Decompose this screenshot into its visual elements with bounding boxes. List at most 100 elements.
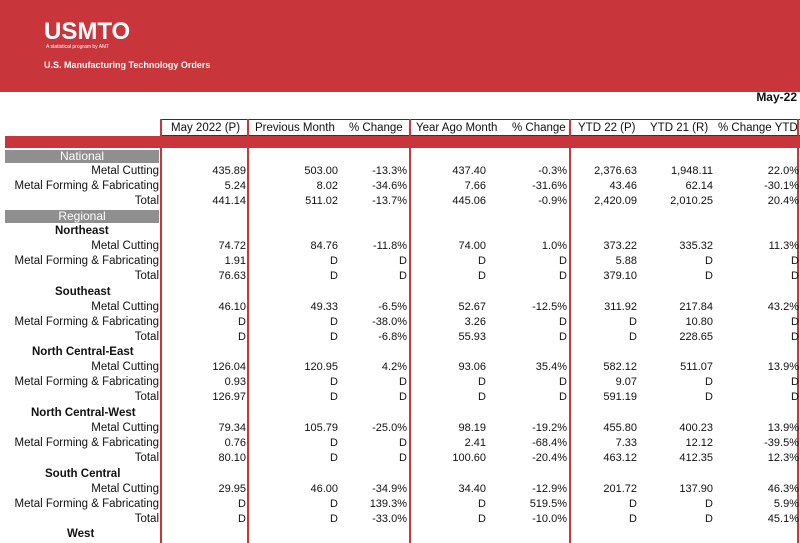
col-header-pct-change-year: % Change bbox=[512, 122, 566, 134]
table-cell: D bbox=[559, 255, 567, 267]
table-cell: 105.79 bbox=[304, 422, 338, 434]
table-cell: 1.91 bbox=[224, 255, 246, 267]
table-row: Metal Forming & Fabricating 1.91 D D D D 5.88 D… bbox=[0, 254, 800, 269]
table-cell: 437.40 bbox=[452, 165, 486, 177]
table-row: Metal Forming & Fabricating D D 139.3% D 519.… bbox=[0, 497, 800, 512]
table-cell: D bbox=[399, 437, 407, 449]
region-southeast: Southeast bbox=[55, 286, 111, 298]
table-cell: 45.1% bbox=[767, 513, 799, 525]
section-national: National bbox=[5, 150, 159, 163]
table-cell: D bbox=[330, 391, 338, 403]
table-cell: 46.00 bbox=[310, 483, 338, 495]
table-cell: 435.89 bbox=[212, 165, 246, 177]
table-cell: 455.80 bbox=[603, 422, 637, 434]
table-cell: D bbox=[330, 255, 338, 267]
table-cell: D bbox=[399, 452, 407, 464]
section-regional: Regional bbox=[5, 210, 159, 223]
table-row: Metal Cutting 126.04 120.95 4.2% 93.06 35.4% 5… bbox=[0, 360, 800, 375]
table-cell: D bbox=[705, 255, 713, 267]
table-cell: 93.06 bbox=[458, 361, 486, 373]
row-label: Total bbox=[134, 195, 159, 207]
table-row: Total 441.14 511.02 -13.7% 445.06 -0.9% 2,420.… bbox=[0, 194, 800, 209]
table-cell: 9.07 bbox=[615, 376, 637, 388]
table-cell: D bbox=[559, 316, 567, 328]
table-cell: D bbox=[705, 513, 713, 525]
table-cell: 139.3% bbox=[369, 498, 407, 510]
table-cell: 0.76 bbox=[224, 437, 246, 449]
table-cell: D bbox=[559, 376, 567, 388]
header-red-bar bbox=[5, 136, 800, 148]
table-cell: 74.00 bbox=[458, 240, 486, 252]
row-label: Total bbox=[134, 331, 159, 343]
table-cell: 55.93 bbox=[458, 331, 486, 343]
table-cell: 201.72 bbox=[603, 483, 637, 495]
table-cell: D bbox=[478, 270, 486, 282]
table-cell: D bbox=[399, 376, 407, 388]
table-cell: 84.76 bbox=[310, 240, 338, 252]
table-cell: D bbox=[399, 255, 407, 267]
table-cell: 5.24 bbox=[224, 180, 246, 192]
table-cell: D bbox=[238, 331, 246, 343]
col-header-may-2022: May 2022 (P) bbox=[171, 122, 241, 134]
row-label: Total bbox=[134, 513, 159, 525]
header-bottom-rule bbox=[160, 135, 800, 136]
table-cell: -11.8% bbox=[372, 240, 407, 252]
table-cell: D bbox=[478, 513, 486, 525]
table-cell: 582.12 bbox=[603, 361, 637, 373]
table-cell: 29.95 bbox=[218, 483, 246, 495]
table-cell: 12.12 bbox=[685, 437, 713, 449]
row-label: Total bbox=[134, 270, 159, 282]
table-cell: 7.33 bbox=[615, 437, 637, 449]
table-cell: 7.66 bbox=[464, 180, 486, 192]
table-cell: 49.33 bbox=[310, 301, 338, 313]
table-cell: D bbox=[330, 270, 338, 282]
table-cell: D bbox=[705, 270, 713, 282]
table-cell: -6.8% bbox=[378, 331, 407, 343]
table-cell: 511.07 bbox=[680, 361, 713, 373]
table-cell: 80.10 bbox=[218, 452, 246, 464]
col-header-year-ago-month: Year Ago Month bbox=[416, 122, 498, 134]
column-header-row: May 2022 (P) Previous Month % Change Yea… bbox=[0, 120, 800, 136]
table-cell: -10.0% bbox=[532, 513, 567, 525]
table-cell: 126.04 bbox=[212, 361, 246, 373]
col-header-ytd-21: YTD 21 (R) bbox=[650, 122, 709, 134]
table-row: Total D D -6.8% 55.93 D D 228.65 D bbox=[0, 330, 800, 345]
table-cell: 311.92 bbox=[604, 301, 637, 313]
table-cell: D bbox=[238, 316, 246, 328]
table-row: Metal Forming & Fabricating 0.76 D D 2.41 -68… bbox=[0, 436, 800, 451]
table-row: Total 126.97 D D D D 591.19 D D bbox=[0, 390, 800, 405]
row-label: Metal Cutting bbox=[91, 483, 159, 495]
table-cell: 2,010.25 bbox=[670, 195, 713, 207]
table-cell: -33.0% bbox=[372, 513, 407, 525]
table-row: Metal Cutting 79.34 105.79 -25.0% 98.19 -19.2… bbox=[0, 421, 800, 436]
report-title: U.S. Manufacturing Technology Orders bbox=[44, 60, 211, 70]
table-cell: D bbox=[330, 316, 338, 328]
table-row: Metal Forming & Fabricating 5.24 8.02 -34.6… bbox=[0, 179, 800, 194]
table-row: Total D D -33.0% D -10.0% D D 45.1% bbox=[0, 512, 800, 527]
header-banner: USMTO A statistical program by AMT U.S. … bbox=[0, 0, 800, 92]
header-top-rule bbox=[160, 119, 800, 120]
col-header-previous-month: Previous Month bbox=[255, 122, 335, 134]
table-cell: -19.2% bbox=[532, 422, 567, 434]
table-cell: 74.72 bbox=[218, 240, 246, 252]
table-cell: 2,420.09 bbox=[594, 195, 637, 207]
column-border bbox=[797, 119, 799, 543]
table-cell: 1.0% bbox=[541, 240, 567, 252]
table-cell: 335.32 bbox=[679, 240, 713, 252]
table-cell: -12.5% bbox=[532, 301, 567, 313]
table-cell: 441.14 bbox=[212, 195, 246, 207]
table-cell: 137.90 bbox=[679, 483, 713, 495]
table-cell: 43.46 bbox=[609, 180, 637, 192]
table-cell: D bbox=[478, 391, 486, 403]
table-cell: D bbox=[791, 331, 799, 343]
table-cell: 62.14 bbox=[685, 180, 713, 192]
report-date: May-22 bbox=[756, 90, 797, 104]
table-cell: -0.3% bbox=[538, 165, 567, 177]
table-cell: 46.3% bbox=[767, 483, 799, 495]
table-cell: -30.1% bbox=[764, 180, 799, 192]
table-cell: 35.4% bbox=[535, 361, 567, 373]
table-cell: -13.3% bbox=[372, 165, 407, 177]
table-cell: 228.65 bbox=[679, 331, 713, 343]
table-cell: D bbox=[238, 498, 246, 510]
row-label: Metal Cutting bbox=[91, 422, 159, 434]
